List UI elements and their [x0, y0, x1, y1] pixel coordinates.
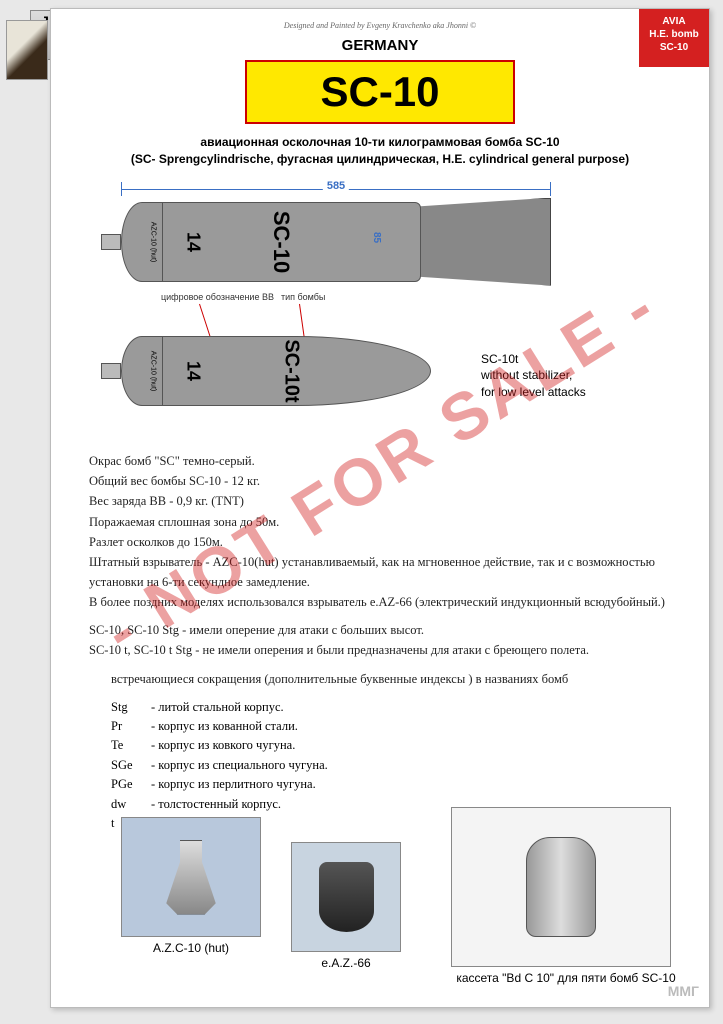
bomb-fuze-tip	[101, 363, 121, 379]
mmg-watermark: ММГ	[668, 983, 699, 999]
abbrev-key: Stg	[111, 698, 151, 717]
abbrev-val: - корпус из специального чугуна.	[151, 756, 328, 775]
badge-line1: AVIA	[639, 15, 709, 28]
side-note-l1: SC-10t	[481, 351, 586, 368]
bomb-tail	[419, 198, 551, 286]
bomb-nose	[121, 336, 163, 406]
abbrev-key: Pr	[111, 717, 151, 736]
abbrev-row: Stg- литой стальной корпус.	[111, 698, 671, 717]
abbrev-key: Te	[111, 736, 151, 755]
photo-image	[291, 842, 401, 952]
diagram-area: 585 SC-10 14 AZC-10 (hut) 85 цифровое об…	[81, 176, 679, 446]
photo-fuze-eaz66: e.A.Z.-66	[291, 842, 401, 970]
page: Designed and Painted by Evgeny Kravchenk…	[50, 8, 710, 1008]
abbrev-val: - корпус из кованной стали.	[151, 717, 298, 736]
abbrev-val: - литой стальной корпус.	[151, 698, 284, 717]
bomb-number: 14	[183, 361, 204, 381]
abbrev-row: Te- корпус из ковкого чугуна.	[111, 736, 671, 755]
photo-image	[121, 817, 261, 937]
subtitle-line2: (SC- Sprengcylindrische, фугасная цилинд…	[81, 151, 679, 168]
pointer-label-1: цифровое обозначение ВВ	[161, 292, 274, 302]
photo-caption: кассета "Bd C 10" для пяти бомб SC-10	[451, 971, 681, 985]
dimension-length-value: 585	[323, 180, 349, 192]
variant-line: SC-10 t, SC-10 t Stg - не имели оперения…	[89, 641, 671, 660]
author-avatar	[6, 20, 48, 80]
bomb-number: 14	[183, 232, 204, 252]
specs-block: Окрас бомб "SC" темно-серый. Общий вес б…	[89, 452, 671, 661]
abbrev-val: - корпус из ковкого чугуна.	[151, 736, 295, 755]
side-note-l3: for low level attacks	[481, 384, 586, 401]
spec-line: Поражаемая сплошная зона до 50м.	[89, 513, 671, 532]
bomb-fuze-tip	[101, 234, 121, 250]
photo-cassette: кассета "Bd C 10" для пяти бомб SC-10	[451, 807, 681, 985]
bomb-label: SC-10	[268, 210, 294, 272]
abbrev-row: Pr- корпус из кованной стали.	[111, 717, 671, 736]
abbrev-row: SGe- корпус из специального чугуна.	[111, 756, 671, 775]
spec-line: Окрас бомб "SC" темно-серый.	[89, 452, 671, 471]
bomb-sc10-diagram: SC-10 14 AZC-10 (hut) 85	[121, 202, 551, 282]
title-box: SC-10	[245, 60, 515, 124]
spec-line: Общий вес бомбы SC-10 - 12 кг.	[89, 472, 671, 491]
subtitle: авиационная осколочная 10-ти килограммов…	[81, 134, 679, 168]
variant-line: SC-10, SC-10 Stg - имели оперение для ат…	[89, 621, 671, 640]
abbrev-heading: встречающиеся сокращения (дополнительные…	[111, 670, 709, 689]
subtitle-line1: авиационная осколочная 10-ти килограммов…	[81, 134, 679, 151]
spec-line: Вес заряда ВВ - 0,9 кг. (TNT)	[89, 492, 671, 511]
photo-image	[451, 807, 671, 967]
bomb-fuze-label: AZC-10 (hut)	[150, 221, 157, 261]
side-note-l2: without stabilizer,	[481, 367, 586, 384]
photo-fuze-azc10: A.Z.C-10 (hut)	[121, 817, 261, 955]
country-heading: GERMANY	[51, 37, 709, 54]
badge-line3: SC-10	[639, 41, 709, 54]
photo-caption: e.A.Z.-66	[291, 956, 401, 970]
dimension-length: 585	[121, 182, 551, 196]
bomb-sc10t-diagram: SC-10t 14 AZC-10 (hut)	[121, 336, 431, 406]
photo-caption: A.Z.C-10 (hut)	[121, 941, 261, 955]
pointer-label-2: тип бомбы	[281, 292, 325, 302]
side-note: SC-10t without stabilizer, for low level…	[481, 351, 586, 401]
spec-line: Штатный взрыватель - AZC-10(hut) устанав…	[89, 553, 671, 592]
spec-line: Разлет осколков до 150м.	[89, 533, 671, 552]
spec-line: В более поздних моделях использовался вз…	[89, 593, 671, 612]
bomb-nose	[121, 202, 163, 282]
author-signature: Jhonni	[0, 925, 5, 994]
abbrev-key: SGe	[111, 756, 151, 775]
corner-badge: AVIA H.E. bomb SC-10	[639, 9, 709, 67]
photos-row: A.Z.C-10 (hut) e.A.Z.-66 кассета "Bd C 1…	[51, 785, 709, 985]
badge-line2: H.E. bomb	[639, 28, 709, 41]
bomb-label: SC-10t	[280, 339, 303, 402]
credit-line: Designed and Painted by Evgeny Kravchenk…	[284, 21, 476, 30]
dimension-diameter: 85	[371, 232, 382, 243]
bomb-fuze-label: AZC-10 (hut)	[150, 350, 157, 390]
